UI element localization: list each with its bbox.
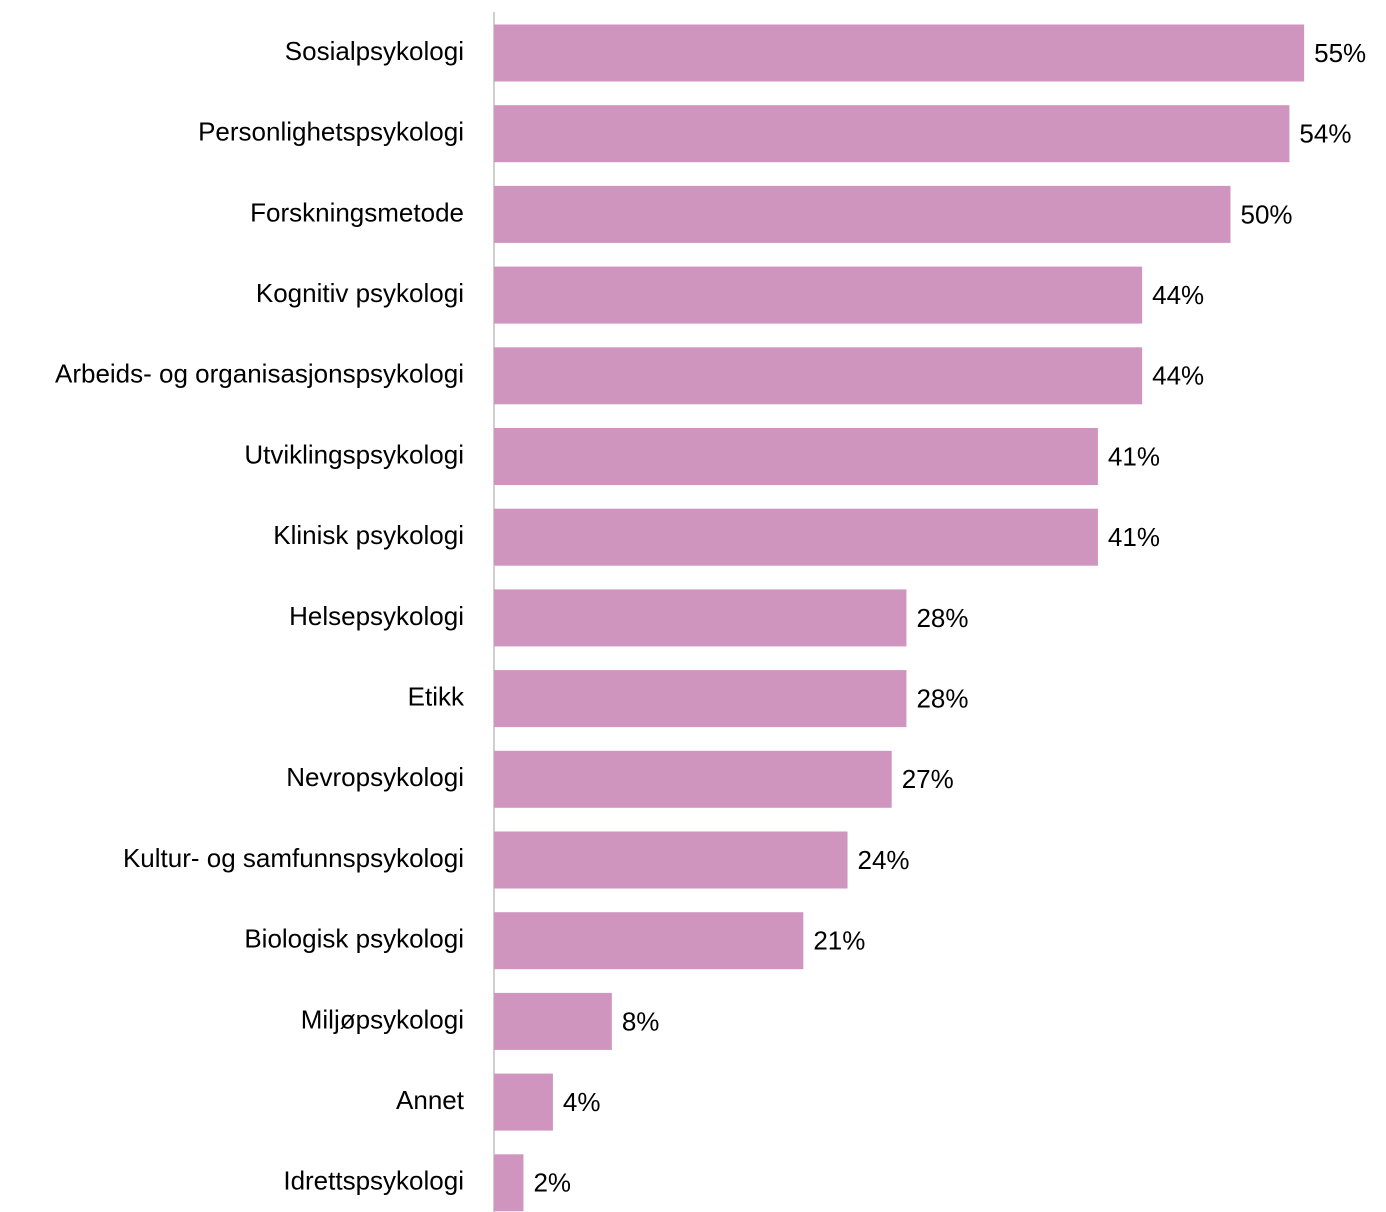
value-label: 41% — [1108, 441, 1160, 471]
value-label: 27% — [902, 764, 954, 794]
bar — [494, 347, 1143, 405]
value-label: 44% — [1152, 280, 1204, 310]
bar — [494, 508, 1098, 566]
category-label: Forskningsmetode — [250, 197, 464, 227]
bar — [494, 912, 804, 970]
category-label: Kognitiv psykologi — [256, 278, 464, 308]
bar — [494, 670, 907, 728]
category-label: Helsepsykologi — [289, 601, 464, 631]
value-label: 21% — [813, 926, 865, 956]
bar — [494, 1154, 524, 1212]
bar — [494, 428, 1098, 485]
bar — [494, 24, 1305, 82]
value-label: 55% — [1314, 38, 1366, 68]
category-label: Arbeids- og organisasjonspsykologi — [55, 359, 464, 389]
value-label: 41% — [1108, 522, 1160, 552]
bar — [494, 185, 1231, 243]
value-label: 44% — [1152, 361, 1204, 391]
value-label: 28% — [916, 683, 968, 713]
bar — [494, 992, 612, 1050]
category-label: Utviklingspsykologi — [244, 439, 464, 469]
category-label: Idrettspsykologi — [283, 1166, 464, 1196]
category-label: Kultur- og samfunnspsykologi — [123, 843, 464, 873]
value-label: 28% — [916, 603, 968, 633]
category-label: Annet — [396, 1085, 465, 1115]
bar — [494, 1073, 553, 1131]
bar — [494, 266, 1143, 324]
value-label: 2% — [533, 1168, 571, 1198]
category-label: Nevropsykologi — [286, 762, 464, 792]
category-label: Sosialpsykologi — [285, 36, 464, 66]
value-label: 24% — [858, 845, 910, 875]
value-label: 8% — [622, 1006, 660, 1036]
category-label: Biologisk psykologi — [244, 924, 464, 954]
value-label: 50% — [1241, 199, 1293, 229]
bar — [494, 105, 1290, 163]
bar — [494, 750, 892, 808]
value-label: 54% — [1299, 119, 1351, 149]
bar — [494, 589, 907, 647]
value-label: 4% — [563, 1087, 601, 1117]
category-label: Miljøpsykologi — [301, 1004, 464, 1034]
bar — [494, 831, 848, 889]
category-label: Etikk — [408, 681, 465, 711]
category-label: Klinisk psykologi — [273, 520, 464, 550]
category-label: Personlighetspsykologi — [198, 117, 464, 147]
